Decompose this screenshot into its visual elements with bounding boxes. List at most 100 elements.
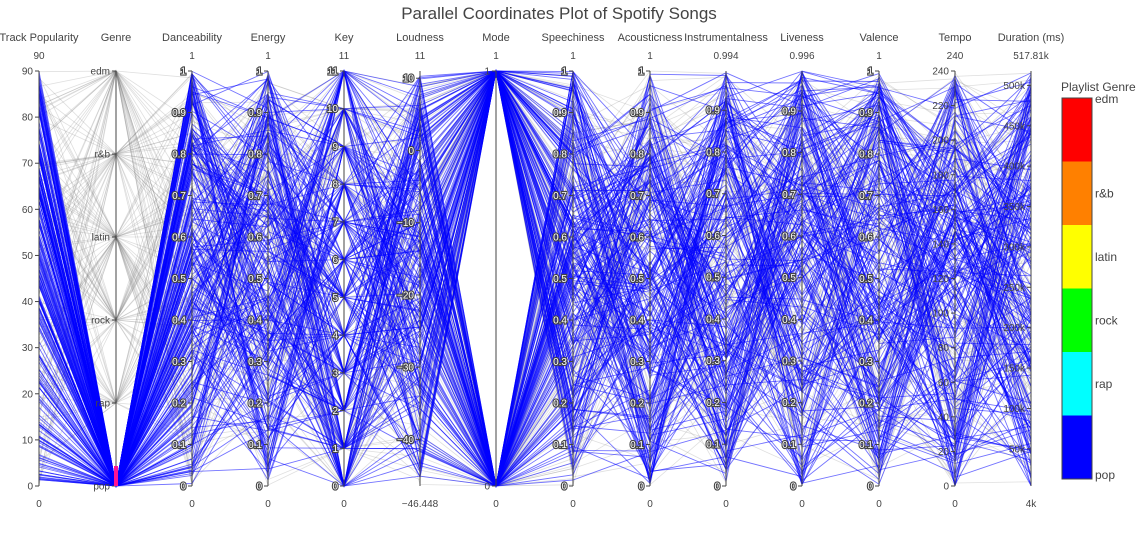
pop-line [38, 75, 1032, 488]
axis-tick-label: 0.8 [782, 148, 796, 159]
axis-tick-label: 10 [403, 74, 415, 85]
axis-liveness[interactable]: Liveness 0.996 00 0.1 0.2 0.3 0.4 0.5 0.6 0.7 0.8 0… [780, 32, 824, 510]
axis-tick-label: 0.6 [248, 233, 262, 244]
axis-tick-label: 5 [332, 293, 338, 304]
axis-tick-label: 1 [256, 67, 262, 78]
axis-tick-label: 10 [22, 435, 34, 446]
pop-line [38, 70, 1032, 488]
axis-tick-label: 0.6 [553, 233, 567, 244]
pop-line [38, 69, 1032, 488]
axis-genre[interactable]: Genre pop rap rock latin r&b edm [91, 32, 132, 493]
axis-tick-label: 0 [180, 482, 186, 493]
axis-tick-label: 0 [332, 482, 338, 493]
axis-range-max: 1 [265, 51, 271, 62]
axis-valence[interactable]: Valence 1 00 0.1 0.2 0.3 0.4 0.5 0.6 0.7 0.8 0.9 1 [858, 32, 898, 510]
axis-tick-label: 50 [22, 251, 34, 262]
context-line [38, 70, 1032, 487]
axis-tick-label: 0.4 [859, 316, 873, 327]
axis-tick-label: 0 [484, 482, 490, 493]
axis-tick-label: 400k [1003, 162, 1026, 173]
axis-tick-label: 0.4 [172, 316, 186, 327]
colorbar-block-rock [1062, 288, 1092, 353]
axis-tick-label: 9 [332, 142, 338, 153]
axis-tick-label: 0 [943, 482, 949, 493]
axis-title: Tempo [938, 32, 971, 44]
axis-tick-label: 20 [938, 447, 950, 458]
pop-line [38, 70, 1032, 487]
axis-tick-label: 0.9 [782, 107, 796, 118]
axis-tick-label: 0.8 [859, 150, 873, 161]
pop-line [38, 70, 1032, 487]
pop-line [38, 108, 1032, 487]
axis-tick-label: 0 [714, 482, 720, 493]
axis-title: Track Popularity [0, 32, 79, 44]
axis-speechiness[interactable]: Speechiness 1 00 0.1 0.2 0.3 0.4 0.5 0.6 0.7 0.8 0.… [542, 32, 605, 510]
colorbar-title: Playlist Genre [1061, 80, 1136, 94]
axis-tick-label: −30 [397, 363, 414, 374]
pop-line [38, 69, 1032, 488]
axis-range-max: 0.996 [789, 51, 814, 62]
axis-tick-label: 0.7 [248, 191, 262, 202]
axis-track-popularity[interactable]: Track Popularity 90 00 10 20 30 40 50 60 70 80 90 [0, 32, 79, 510]
axis-tick-label: 0.1 [630, 440, 644, 451]
pop-line [38, 69, 1032, 487]
axis-tick-label: 120 [932, 274, 949, 285]
pop-line [38, 70, 1032, 487]
axis-range-min: 0 [723, 499, 729, 510]
axis-tick-label: 4 [332, 331, 338, 342]
axis-energy[interactable]: Energy 1 00 0.1 0.2 0.3 0.4 0.5 0.6 0.7 0.8 0.9 1 [247, 32, 286, 510]
axis-tick-label: −40 [397, 435, 414, 446]
axis-tick-label: 0.4 [782, 315, 796, 326]
axis-tick-label: 2 [332, 406, 338, 417]
axis-tick-label: 0.7 [172, 191, 186, 202]
pop-line [38, 85, 1032, 488]
colorbar-tick-label: pop [1095, 468, 1115, 482]
axis-tempo[interactable]: Tempo 240 00 20 40 60 80 100 120 140 160 180 200 220 2… [932, 32, 971, 510]
axis-tick-label: 240 [932, 67, 949, 78]
axis-tick-label: 0.3 [172, 357, 186, 368]
pop-line [38, 69, 1032, 487]
axis-mode[interactable]: Mode 1 00 1 [482, 32, 510, 510]
axis-tick-label: 0 [790, 482, 796, 493]
axis-title: Key [335, 32, 354, 44]
axis-tick-label: 20 [22, 389, 34, 400]
pop-line [38, 89, 1032, 488]
pop-line [38, 70, 1032, 488]
axis-key[interactable]: Key 11 00 1 2 3 4 5 6 7 8 9 10 11 [326, 32, 354, 510]
axis-tick-label: 100k [1003, 404, 1026, 415]
axis-tick-label: 0.7 [859, 191, 873, 202]
pop-line [38, 69, 1032, 487]
axis-tick-label: 0.3 [782, 357, 796, 368]
axis-instrumentalness[interactable]: Instrumentalness 0.994 00 0.1 0.2 0.3 0.4 0.5 0.… [684, 32, 768, 510]
axis-tick-label: 0.5 [859, 274, 873, 285]
axis-title: Liveness [780, 32, 824, 44]
axis-tick-label: 0.6 [172, 233, 186, 244]
pop-line [38, 109, 1032, 488]
axis-loudness[interactable]: Loudness 11 −46.448 −40 −30 −20 −10 0 10 [396, 32, 444, 510]
pop-line [38, 69, 1032, 488]
axis-tick-label: 0 [867, 482, 873, 493]
axis-range-min: 0 [952, 499, 958, 510]
axis-range-min: 0 [799, 499, 805, 510]
axis-duration-ms[interactable]: Duration (ms) 517.81k 4k 50k 100k 150k 200k 250… [998, 32, 1065, 510]
axis-tick-label: 0.8 [630, 150, 644, 161]
genre-brush-highlight[interactable] [114, 466, 118, 486]
axis-acousticness[interactable]: Acousticness 1 00 0.1 0.2 0.3 0.4 0.5 0.6 0.7 0.8 0… [618, 32, 683, 510]
axis-tick-label: 0.8 [553, 150, 567, 161]
axis-tick-label: 40 [938, 412, 950, 423]
pop-line [38, 100, 1032, 487]
axis-range-max: 1 [189, 51, 195, 62]
axis-tick-label: 1 [180, 67, 186, 78]
colorbar-block-edm [1062, 98, 1092, 162]
axis-tick-label: 0.3 [706, 356, 720, 367]
axis-range-max: 1 [493, 51, 499, 62]
axis-range-max: 240 [947, 51, 964, 62]
axis-tick-label: 0.5 [172, 274, 186, 285]
axis-tick-label: 11 [328, 67, 339, 78]
axis-tick-label: 180 [932, 170, 949, 181]
axis-tick-label: 1 [867, 67, 873, 78]
axis-danceability[interactable]: Danceability 1 00 0.1 0.2 0.3 0.4 0.5 0.6 0.7 0.8 0… [162, 32, 222, 510]
axis-tick-label: −10 [397, 218, 414, 229]
colorbar-tick-label: rap [1095, 377, 1113, 391]
axis-tick-label: 80 [22, 113, 34, 124]
